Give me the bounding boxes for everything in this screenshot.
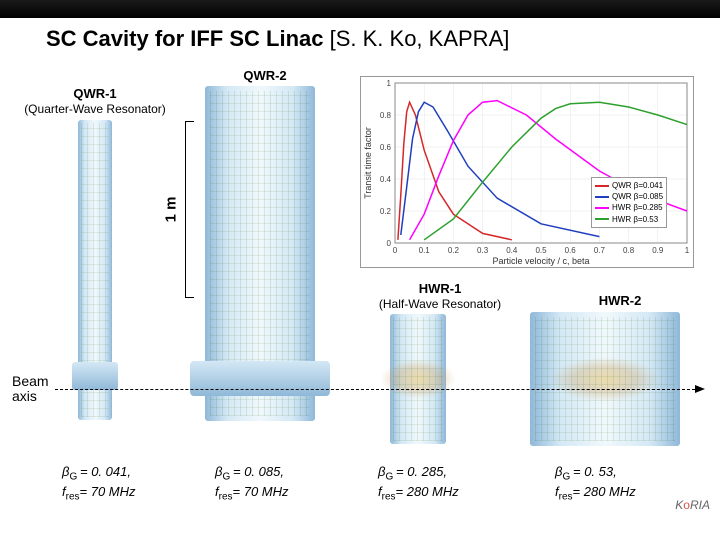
- qwr1-label-block: QWR-1 (Quarter-Wave Resonator): [20, 86, 170, 116]
- transit-time-chart: 0 0.1 0.2 0.3 0.4 0.5 0.6 0.7 0.8 0.9 1 0 0.2 0.4 0.6 0…: [360, 76, 694, 268]
- qwr2-cavity: [205, 86, 315, 421]
- qwr2-label: QWR-2: [225, 68, 305, 84]
- cavity-param: βG = 0. 285,fres= 280 MHz: [378, 464, 459, 503]
- svg-text:0.1: 0.1: [419, 246, 431, 255]
- page-title: SC Cavity for IFF SC Linac [S. K. Ko, KA…: [0, 18, 720, 56]
- qwr1-cavity: [78, 120, 112, 420]
- svg-text:0.4: 0.4: [506, 246, 518, 255]
- content-area: QWR-1 (Quarter-Wave Resonator) QWR-2 1 m…: [0, 56, 720, 516]
- top-banner: [0, 0, 720, 18]
- scale-bar: [185, 121, 194, 298]
- cavity-param: βG = 0. 041,fres= 70 MHz: [62, 464, 136, 503]
- hwr1-sub: (Half-Wave Resonator): [365, 297, 515, 311]
- hwr1-label: HWR-1: [365, 281, 515, 297]
- svg-text:0.2: 0.2: [380, 207, 392, 216]
- svg-text:0.8: 0.8: [623, 246, 635, 255]
- cavity-param: βG = 0. 085,fres= 70 MHz: [215, 464, 289, 503]
- title-rest: [S. K. Ko, KAPRA]: [324, 26, 510, 51]
- svg-text:0.6: 0.6: [565, 246, 577, 255]
- svg-text:1: 1: [387, 79, 392, 88]
- svg-text:0.3: 0.3: [477, 246, 489, 255]
- svg-text:0.8: 0.8: [380, 111, 392, 120]
- beam-axis-arrow: [695, 385, 705, 393]
- beam-axis-label: Beamaxis: [12, 374, 49, 405]
- svg-text:Transit time factor: Transit time factor: [363, 127, 373, 199]
- cavity-param: βG = 0. 53,fres= 280 MHz: [555, 464, 636, 503]
- hwr1-label-block: HWR-1 (Half-Wave Resonator): [365, 281, 515, 311]
- qwr1-label: QWR-1: [20, 86, 170, 102]
- svg-text:Particle velocity / c, beta: Particle velocity / c, beta: [492, 256, 589, 266]
- svg-text:0.4: 0.4: [380, 175, 392, 184]
- logo: KoRIA: [675, 498, 710, 512]
- svg-text:0.5: 0.5: [535, 246, 547, 255]
- svg-text:0.6: 0.6: [380, 143, 392, 152]
- qwr1-sub: (Quarter-Wave Resonator): [20, 102, 170, 116]
- svg-text:0.2: 0.2: [448, 246, 460, 255]
- svg-text:0.7: 0.7: [594, 246, 606, 255]
- hwr2-cavity: [530, 312, 680, 446]
- hwr2-label: HWR-2: [580, 293, 660, 309]
- svg-text:1: 1: [685, 246, 690, 255]
- beam-axis-line: [55, 389, 695, 390]
- svg-text:0: 0: [393, 246, 398, 255]
- chart-legend: QWR β=0.041QWR β=0.085HWR β=0.285HWR β=0…: [591, 177, 667, 228]
- hwr1-cavity: [390, 314, 446, 444]
- svg-text:0: 0: [387, 239, 392, 248]
- scale-text: 1 m: [162, 197, 179, 223]
- title-bold: SC Cavity for IFF SC Linac: [46, 26, 324, 51]
- svg-text:0.9: 0.9: [652, 246, 664, 255]
